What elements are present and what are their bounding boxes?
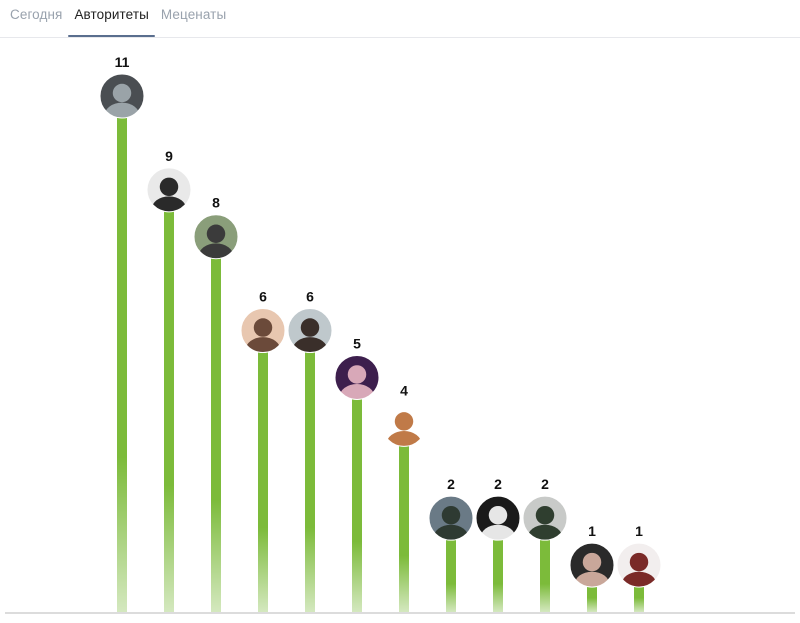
chart-bar — [540, 518, 550, 612]
chart-bar — [164, 189, 174, 612]
chart-bar-group[interactable]: 8 — [193, 195, 239, 612]
avatar-woman-dark-hair[interactable] — [335, 355, 379, 410]
avatar-ring — [475, 495, 521, 541]
chart-bar — [305, 330, 315, 612]
chart-bar — [493, 518, 503, 612]
chart-bar-group[interactable]: 4 — [381, 382, 427, 612]
tab-patrons[interactable]: Меценаты — [160, 7, 227, 22]
bar-value-label: 1 — [588, 523, 596, 539]
chart-bar-group[interactable]: 9 — [146, 148, 192, 612]
avatar-ring — [99, 73, 145, 119]
chart-bar-group[interactable]: 5 — [334, 335, 380, 612]
avatar-ring — [428, 495, 474, 541]
chart-bar — [587, 565, 597, 612]
avatar-trees[interactable] — [429, 496, 473, 551]
bar-value-label: 8 — [212, 195, 220, 211]
avatar-ring — [381, 401, 427, 447]
avatar-woman-filter[interactable] — [523, 496, 567, 551]
chart-bar-group[interactable]: 2 — [428, 476, 474, 612]
bar-value-label: 4 — [400, 382, 408, 398]
bar-value-label: 2 — [494, 476, 502, 492]
avatar-woman-bw[interactable] — [476, 496, 520, 551]
chart-bar-group[interactable]: 6 — [287, 289, 333, 612]
avatar-ring — [287, 308, 333, 354]
tab-authorities[interactable]: Авторитеты — [68, 0, 156, 37]
rating-chart: 11 9 8 6 6 5 4 2 2 2 1 1 — [0, 38, 800, 623]
avatar-ring — [193, 214, 239, 260]
chart-bar — [258, 330, 268, 612]
avatar-ring — [616, 542, 662, 588]
avatar-woman-sunglasses[interactable] — [288, 308, 332, 364]
avatar-man-cap[interactable] — [194, 214, 238, 270]
tab-today[interactable]: Сегодня — [10, 7, 63, 22]
bar-value-label: 2 — [447, 476, 455, 492]
avatar-ring — [240, 308, 286, 354]
avatar-figure-flowers[interactable] — [382, 402, 426, 457]
avatar-ring — [569, 542, 615, 588]
chart-bar-group[interactable]: 2 — [522, 476, 568, 612]
avatar-man-sunglasses[interactable] — [147, 167, 191, 223]
tab-bar: Сегодня Авторитеты Меценаты — [0, 0, 800, 38]
chart-bar-group[interactable]: 11 — [99, 54, 145, 612]
bar-value-label: 5 — [353, 335, 361, 351]
bar-value-label: 1 — [635, 523, 643, 539]
bar-value-label: 6 — [259, 289, 267, 305]
bar-value-label: 9 — [165, 148, 173, 164]
avatar-woman-black-hair[interactable] — [570, 543, 614, 598]
avatar-ring — [522, 495, 568, 541]
chart-bar — [117, 96, 127, 612]
avatar-ring — [334, 354, 380, 400]
chart-bar — [211, 236, 221, 612]
chart-bar-group[interactable]: 2 — [475, 476, 521, 612]
bar-value-label: 11 — [115, 54, 130, 70]
chart-bar-group[interactable]: 6 — [240, 289, 286, 612]
chart-bar-group[interactable]: 1 — [569, 523, 615, 612]
bar-value-label: 2 — [541, 476, 549, 492]
avatar-ring — [146, 167, 192, 213]
chart-bar — [399, 424, 409, 612]
avatar-landscape[interactable] — [100, 74, 144, 129]
avatar-woman-red-hair[interactable] — [617, 543, 661, 598]
chart-bar — [446, 518, 456, 612]
chart-bar — [352, 377, 362, 612]
bar-value-label: 6 — [306, 289, 314, 305]
avatar-woman-blonde[interactable] — [241, 308, 285, 364]
chart-bar — [634, 565, 644, 612]
chart-bar-group[interactable]: 1 — [616, 523, 662, 612]
